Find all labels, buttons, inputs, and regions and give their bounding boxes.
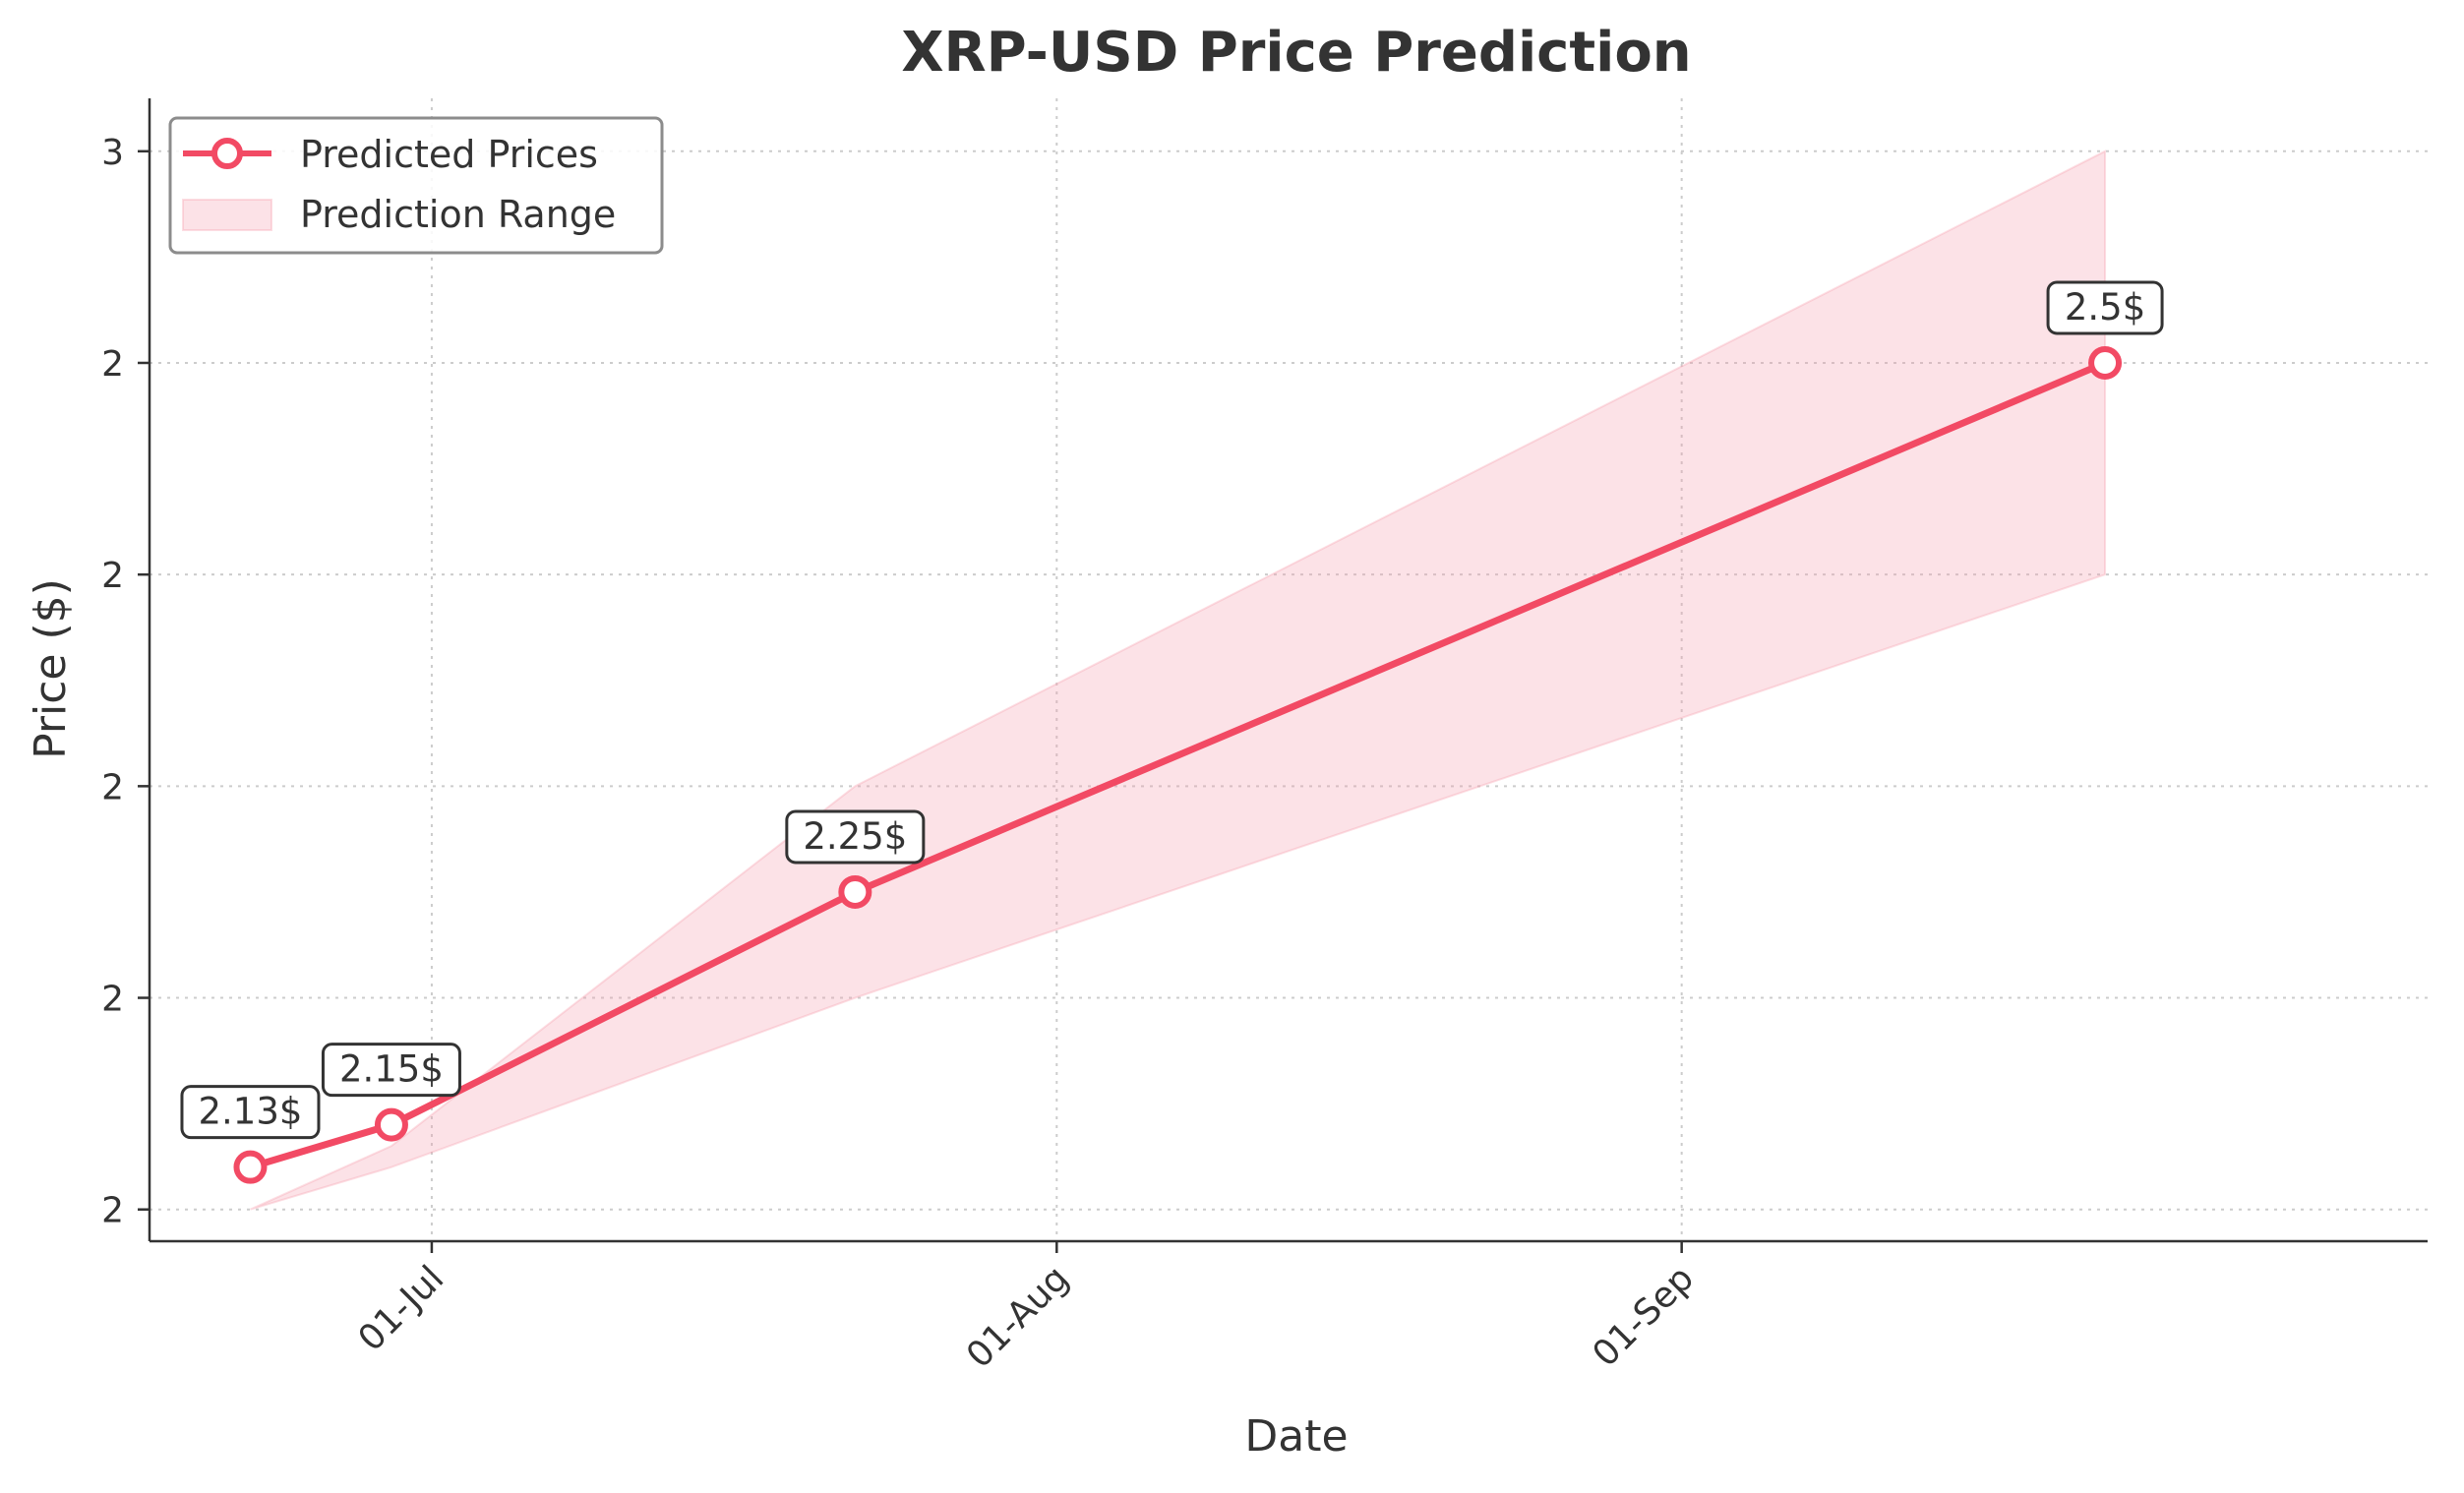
predicted-price-point: [838, 874, 872, 909]
legend: Predicted Prices Prediction Range: [168, 116, 664, 255]
y-tick-label: 2: [101, 767, 124, 807]
legend-label-prediction-range: Prediction Range: [300, 193, 616, 236]
data-label-box: [2046, 280, 2164, 335]
predicted-price-point: [233, 1150, 268, 1184]
legend-range-swatch: [182, 199, 272, 231]
legend-marker-swatch: [211, 138, 243, 169]
x-tick-label: 01-Aug: [959, 1258, 1077, 1376]
y-tick-label: 2: [101, 556, 124, 596]
x-tick-label: 01-Sep: [1585, 1258, 1702, 1375]
legend-label-predicted-prices: Predicted Prices: [300, 133, 598, 176]
legend-frame: [168, 116, 664, 255]
predicted-prices-line: [246, 359, 2109, 1171]
data-label: 2.15$: [339, 1048, 444, 1091]
data-label-box: [785, 809, 926, 865]
prediction-range: [250, 149, 2107, 1211]
y-tick-label: 3: [101, 133, 124, 173]
data-label-box: [180, 1085, 321, 1140]
predicted-price-point: [2088, 345, 2123, 380]
data-labels: 2.13$ 2.15$ 2.25$ 2.5$: [180, 280, 2164, 1140]
y-tick-label: 2: [101, 1191, 124, 1231]
chart-title: XRP-USD Price Prediction: [901, 21, 1691, 85]
data-label-box: [321, 1043, 461, 1098]
prediction-range-band: [250, 149, 2107, 1211]
y-axis-label: Price ($): [26, 578, 76, 759]
x-tick-label: 01-Jul: [351, 1258, 452, 1359]
predicted-prices: [233, 345, 2123, 1184]
y-tick-label: 2: [101, 344, 124, 385]
data-label: 2.13$: [199, 1091, 303, 1133]
data-label: 2.5$: [2065, 286, 2145, 328]
data-label: 2.25$: [803, 815, 907, 858]
predicted-price-point: [374, 1107, 408, 1142]
y-tick-label: 2: [101, 980, 124, 1020]
x-axis-label: Date: [1244, 1411, 1348, 1462]
